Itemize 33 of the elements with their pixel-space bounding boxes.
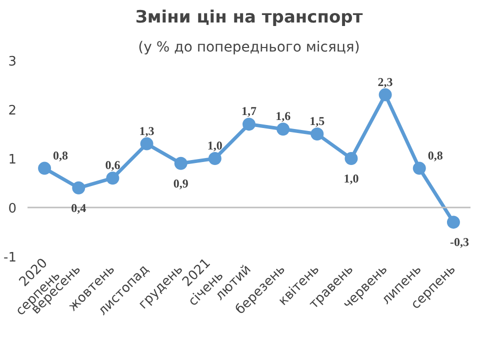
point: [310, 128, 324, 140]
point: [344, 152, 358, 165]
chart-subtitle: (у % до попереднього місяця): [138, 40, 360, 56]
data-label: 1,0: [344, 172, 359, 186]
point: [378, 88, 392, 102]
data-label: 1,5: [310, 114, 325, 128]
y-tick-label: 3: [8, 54, 17, 70]
point: [276, 122, 290, 136]
y-tick-label: -1: [4, 250, 17, 266]
data-label: 1,0: [207, 138, 222, 152]
data-label: 0,6: [105, 158, 120, 172]
data-label: 2,3: [378, 74, 393, 89]
data-label: 0,8: [428, 148, 443, 162]
point: [242, 118, 256, 131]
data-label: 0,9: [173, 176, 188, 190]
point: [174, 156, 188, 170]
y-tick-label: 0: [8, 202, 17, 216]
data-label: 1,3: [139, 124, 154, 138]
point: [140, 137, 154, 150]
point: [72, 181, 86, 194]
y-tick-label: 1: [8, 152, 17, 168]
point: [208, 152, 222, 165]
point: [38, 162, 52, 175]
point: [106, 172, 120, 185]
chart-title: Зміни цін на транспорт: [135, 8, 363, 28]
data-label: 0,4: [71, 200, 86, 215]
point: [412, 162, 426, 175]
point: [446, 216, 460, 229]
data-label: 0,8: [53, 148, 68, 162]
data-label: 1,6: [276, 109, 291, 124]
y-tick-label: 2: [8, 104, 17, 118]
data-label: 1,7: [242, 104, 256, 118]
data-label: -0,3: [450, 235, 469, 250]
